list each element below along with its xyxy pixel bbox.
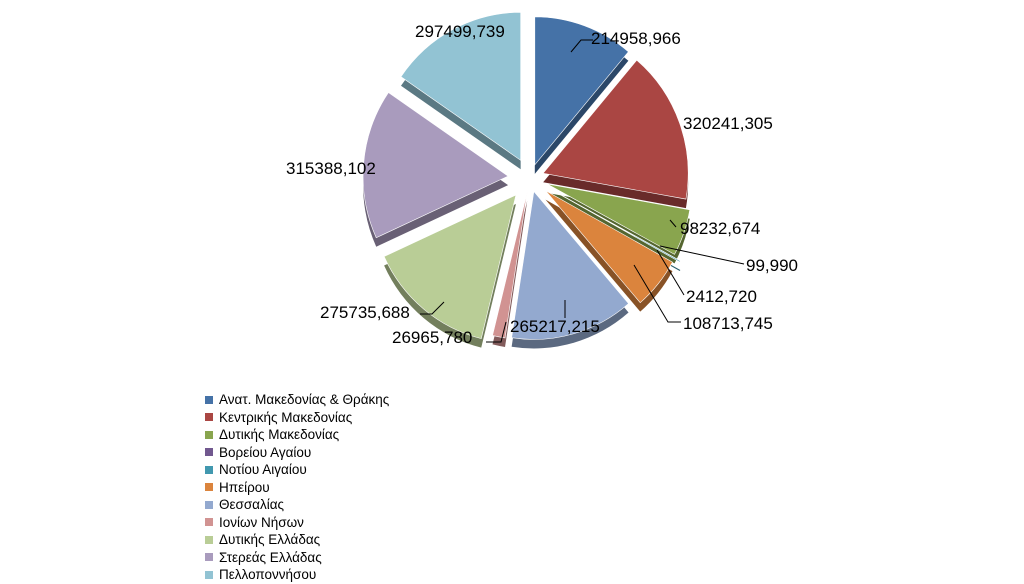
- slice-3-data-label: 98232,674: [680, 219, 760, 238]
- legend-label: Στερεάς Ελλάδας: [219, 549, 322, 565]
- legend-swatch: [205, 430, 213, 439]
- slice-2-data-label: 320241,305: [683, 114, 773, 133]
- slice-9-leader-line: [420, 301, 445, 315]
- legend-label: Θεσσαλίας: [219, 497, 285, 513]
- slice-9: [383, 194, 517, 340]
- slice-3-side: [546, 192, 690, 264]
- slice-7-data-label: 265217,215: [510, 317, 600, 336]
- slice-10-data-label: 315388,102: [286, 159, 376, 178]
- slice-6-leader-line: [633, 264, 681, 323]
- legend-item: Δυτικής Ελλάδας: [205, 531, 389, 549]
- slice-5: [552, 190, 681, 263]
- leader-lines: [420, 39, 745, 343]
- legend-swatch: [205, 413, 213, 422]
- legend-swatch: [205, 448, 213, 457]
- legend-swatch: [205, 535, 213, 544]
- slice-6-data-label: 108713,745: [683, 314, 773, 333]
- legend-swatch: [205, 553, 213, 562]
- slice-6: [545, 190, 673, 304]
- legend-item: Δυτικής Μακεδονίας: [205, 426, 389, 444]
- slice-11: [400, 12, 521, 161]
- data-labels: 214958,966 320241,305 98232,674 99,990 2412,…: [286, 22, 798, 347]
- legend-label: Ηπείρου: [219, 479, 270, 495]
- legend-swatch: [205, 518, 213, 527]
- legend-item: Στερεάς Ελλάδας: [205, 549, 389, 567]
- legend-item: Θεσσαλίας: [205, 496, 389, 514]
- slice-5-leader-line: [656, 249, 685, 296]
- legend-item: Κεντρικής Μακεδονίας: [205, 409, 389, 427]
- slice-8-data-label: 26965,780: [392, 328, 472, 347]
- legend: Ανατ. Μακεδονίας & Θράκης Κεντρικής Μακεδ…: [205, 391, 389, 584]
- legend-label: Πελλοποννήσου: [219, 567, 317, 583]
- legend-label: Δυτικής Μακεδονίας: [219, 427, 340, 443]
- slice-1-leader-line: [570, 39, 593, 53]
- legend-label: Κεντρικής Μακεδονίας: [219, 409, 353, 425]
- slice-1: [534, 16, 629, 166]
- legend-item: Βορείου Αγαίου: [205, 444, 389, 462]
- slice-4-data-label: 99,990: [746, 256, 798, 275]
- slice-8-leader-line: [486, 321, 507, 343]
- slice-9-data-label: 275735,688: [320, 303, 410, 322]
- slice-11-data-label: 297499,739: [415, 22, 505, 41]
- slice-1-data-label: 214958,966: [591, 29, 681, 48]
- legend-item: Πελλοποννήσου: [205, 566, 389, 584]
- legend-item: Ιονίων Νήσων: [205, 514, 389, 532]
- legend-label: Νοτίου Αιγαίου: [219, 462, 307, 478]
- slice-3: [546, 183, 691, 255]
- legend-swatch: [205, 483, 213, 492]
- legend-label: Δυτικής Ελλάδας: [219, 532, 321, 548]
- slice-5-data-label: 2412,720: [686, 287, 757, 306]
- legend-swatch: [205, 570, 213, 579]
- legend-label: Ανατ. Μακεδονίας & Θράκης: [219, 392, 390, 408]
- legend-label: Ιονίων Νήσων: [219, 514, 304, 530]
- slice-7: [511, 190, 629, 340]
- legend-item: Νοτίου Αιγαίου: [205, 461, 389, 479]
- slice-2: [542, 59, 689, 200]
- pie-slices: [362, 12, 691, 340]
- slice-4-leader-line: [659, 245, 745, 265]
- pie-chart: 214958,966 320241,305 98232,674 99,990 2412,…: [286, 12, 798, 349]
- legend-swatch: [205, 500, 213, 509]
- legend-item: Ηπείρου: [205, 479, 389, 497]
- slice-10: [362, 92, 509, 239]
- legend-swatch: [205, 465, 213, 474]
- slice-8: [492, 191, 528, 339]
- legend-label: Βορείου Αγαίου: [219, 444, 312, 460]
- slice-3-leader-line: [669, 219, 677, 228]
- legend-swatch: [205, 395, 213, 404]
- legend-item: Ανατ. Μακεδονίας & Θράκης: [205, 391, 389, 409]
